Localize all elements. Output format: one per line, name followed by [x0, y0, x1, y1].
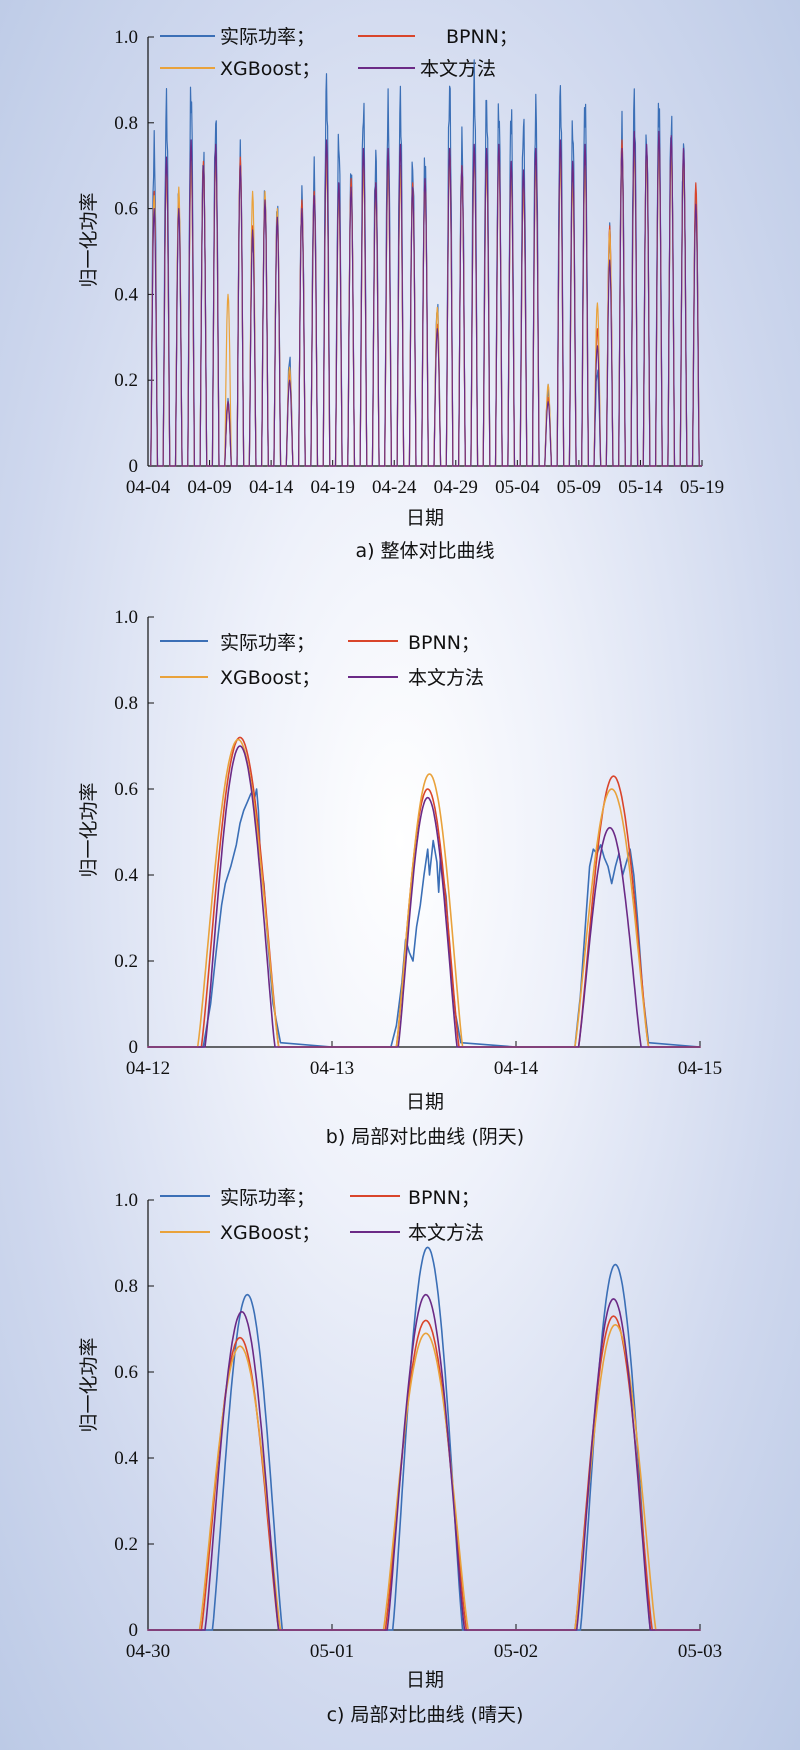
y-tick-label: 0.2: [114, 1534, 138, 1555]
series-proposed: [147, 745, 701, 1048]
legend: 实际功率； BPNN； XGBoost； 本文方法: [160, 1187, 484, 1244]
legend-label-bpnn: BPNN；: [446, 26, 518, 48]
y-tick-label: 0: [129, 1037, 139, 1058]
y-tick-label: 1.0: [114, 607, 138, 628]
x-axis-label: 日期: [406, 1669, 444, 1691]
y-tick-label: 0.8: [114, 113, 138, 134]
x-tick-label: 04-19: [311, 477, 355, 498]
y-tick-label: 0.2: [114, 951, 138, 972]
legend-label-bpnn: BPNN；: [408, 1187, 480, 1209]
series-proposed: [147, 1293, 701, 1631]
y-tick-label: 0: [129, 1620, 139, 1641]
x-tick-label: 05-19: [680, 477, 724, 498]
x-tick-label: 04-14: [494, 1058, 539, 1079]
x-tick-label: 05-09: [557, 477, 601, 498]
panel-caption: c) 局部对比曲线 (晴天): [327, 1704, 524, 1726]
legend-label-bpnn: BPNN；: [408, 632, 480, 654]
x-tick-label: 04-24: [372, 477, 417, 498]
series-xgboost: [147, 1323, 701, 1631]
legend: 实际功率； BPNN； XGBoost； 本文方法: [160, 26, 518, 80]
y-tick-label: 0.6: [114, 199, 138, 220]
legend-label-actual: 实际功率；: [220, 632, 315, 654]
y-tick-label: 0: [129, 456, 139, 477]
panel-overall: 实际功率； BPNN； XGBoost； 本文方法 日期 归一化功率 a) 整体…: [78, 26, 724, 562]
x-tick-label: 04-12: [126, 1058, 170, 1079]
x-tick-label: 04-13: [310, 1058, 354, 1079]
x-tick-label: 05-03: [678, 1641, 722, 1662]
series-proposed: [150, 130, 702, 467]
axes: 0 0.2 0.4 0.6 0.8 1.0 04-04 04-09 04-14 04-19 04-2…: [114, 27, 724, 498]
y-axis-label: 归一化功率: [78, 1337, 100, 1432]
series-bpnn: [147, 736, 701, 1048]
y-tick-label: 0.4: [114, 284, 138, 305]
x-axis-label: 日期: [406, 1091, 444, 1113]
legend-label-xgboost: XGBoost；: [220, 667, 320, 689]
x-tick-label: 05-01: [310, 1641, 354, 1662]
panel-cloudy: 实际功率； BPNN； XGBoost； 本文方法 日期 归一化功率 b) 局部…: [78, 607, 722, 1148]
legend-label-proposed: 本文方法: [420, 58, 496, 80]
panel-caption: b) 局部对比曲线 (阴天): [326, 1126, 524, 1148]
y-tick-label: 0.8: [114, 693, 138, 714]
y-tick-label: 0.4: [114, 865, 138, 886]
y-axis-label: 归一化功率: [78, 192, 100, 287]
axes: 0 0.2 0.4 0.6 0.8 1.0 04-30 05-01 05-02 05-03: [114, 1190, 722, 1662]
series-xgboost: [147, 738, 701, 1048]
panel-caption: a) 整体对比曲线: [355, 540, 494, 562]
legend-label-actual: 实际功率；: [220, 26, 315, 48]
x-tick-label: 04-04: [126, 477, 171, 498]
legend-label-proposed: 本文方法: [408, 667, 484, 689]
legend-label-proposed: 本文方法: [408, 1222, 484, 1244]
y-tick-label: 0.6: [114, 1362, 138, 1383]
x-axis-label: 日期: [406, 507, 444, 529]
x-tick-label: 05-02: [494, 1641, 538, 1662]
legend: 实际功率； BPNN； XGBoost； 本文方法: [160, 632, 484, 689]
legend-label-xgboost: XGBoost；: [220, 58, 320, 80]
axes: 0 0.2 0.4 0.6 0.8 1.0 04-12 04-13 04-14 04-15: [114, 607, 722, 1079]
panel-sunny: 实际功率； BPNN； XGBoost； 本文方法 日期 归一化功率 c) 局部…: [78, 1187, 722, 1726]
x-tick-label: 04-09: [187, 477, 231, 498]
y-tick-label: 0.8: [114, 1276, 138, 1297]
y-tick-label: 0.4: [114, 1448, 138, 1469]
series-bpnn: [147, 1315, 701, 1631]
x-tick-label: 04-15: [678, 1058, 722, 1079]
x-tick-label: 05-14: [618, 477, 663, 498]
legend-label-xgboost: XGBoost；: [220, 1222, 320, 1244]
series-actual: [147, 788, 701, 1048]
x-tick-label: 04-14: [249, 477, 294, 498]
y-axis-label: 归一化功率: [78, 782, 100, 877]
x-tick-label: 04-30: [126, 1641, 170, 1662]
x-tick-label: 04-29: [434, 477, 478, 498]
y-tick-label: 1.0: [114, 27, 138, 48]
y-tick-label: 0.2: [114, 370, 138, 391]
legend-label-actual: 实际功率；: [220, 1187, 315, 1209]
series-actual: [147, 1246, 701, 1631]
y-tick-label: 1.0: [114, 1190, 138, 1211]
y-tick-label: 0.6: [114, 779, 138, 800]
x-tick-label: 05-04: [495, 477, 540, 498]
